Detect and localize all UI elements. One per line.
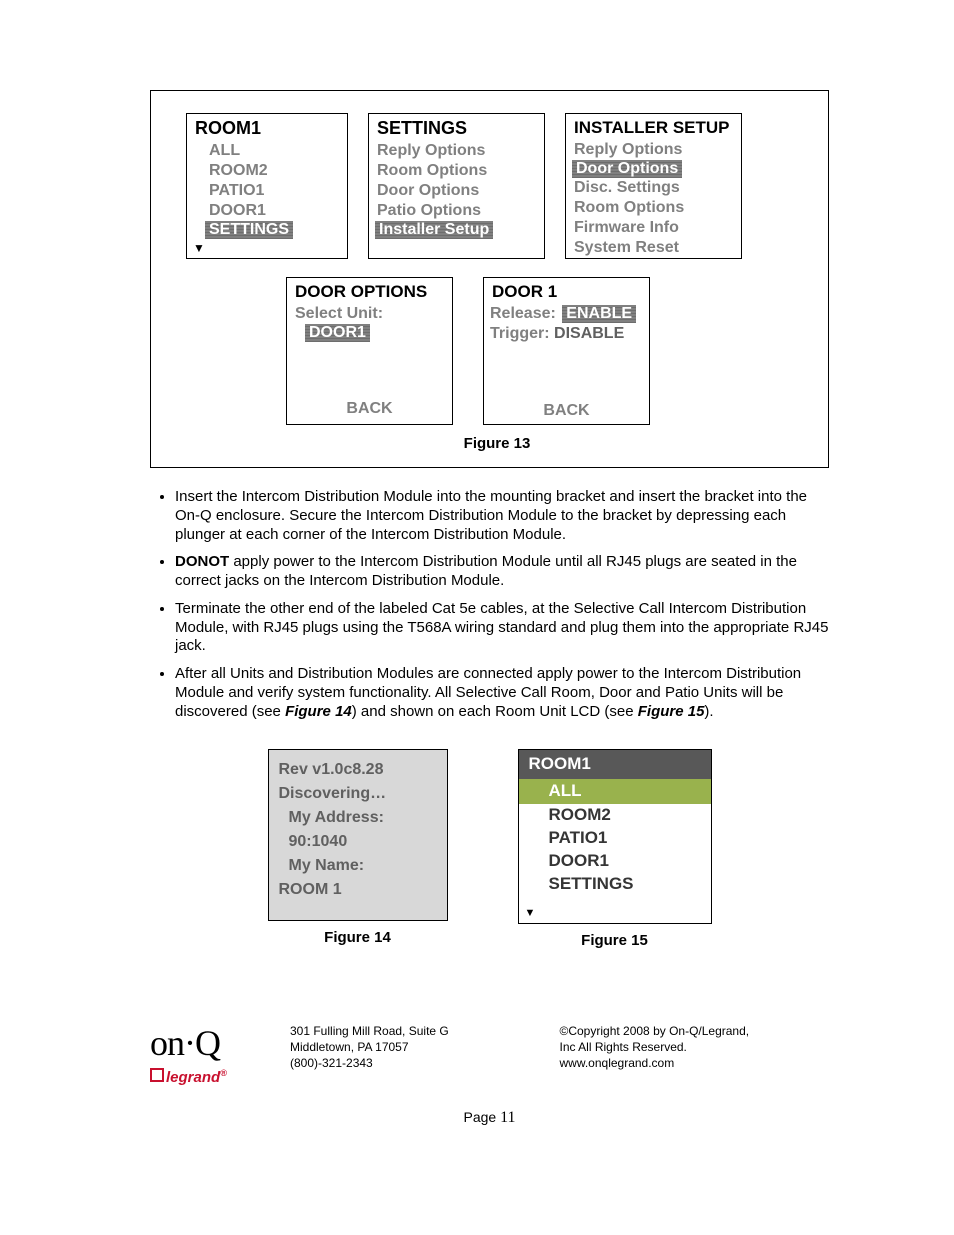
- screen-installer-title: INSTALLER SETUP: [566, 114, 741, 140]
- installer-item-firmware: Firmware Info: [566, 218, 741, 238]
- footer-addr1: 301 Fulling Mill Road, Suite G: [290, 1023, 560, 1039]
- bullet-2-donot: DONOT: [175, 553, 229, 570]
- footer-url: www.onqlegrand.com: [560, 1055, 830, 1071]
- screen-room1-title: ROOM1: [187, 114, 347, 141]
- figure-13-caption: Figure 13: [186, 435, 808, 452]
- room1-item-all: ALL: [187, 141, 347, 161]
- screen-settings: SETTINGS Reply Options Room Options Door…: [368, 113, 545, 259]
- screen-door-options: DOOR OPTIONS Select Unit: DOOR1 BACK: [286, 277, 453, 425]
- installer-item-door-selected: Door Options: [572, 160, 682, 178]
- door1-title: DOOR 1: [484, 278, 649, 304]
- figure-14-box: Rev v1.0c8.28 Discovering… My Address: 9…: [268, 749, 448, 921]
- footer-copy1: ©Copyright 2008 by On-Q/Legrand,: [560, 1023, 830, 1039]
- instruction-list: Insert the Intercom Distribution Module …: [150, 488, 829, 721]
- footer-copy2: Inc All Rights Reserved.: [560, 1039, 830, 1055]
- fig15-settings: SETTINGS: [519, 873, 711, 896]
- figure-15: ROOM1 ALL ROOM2 PATIO1 DOOR1 SETTINGS ▼ …: [518, 749, 712, 948]
- figure-14-caption: Figure 14: [268, 929, 448, 946]
- door-options-door1-selected: DOOR1: [305, 324, 370, 342]
- door1-release-row: Release: ENABLE: [484, 304, 649, 324]
- figure-15-caption: Figure 15: [518, 932, 712, 949]
- door1-trigger-label: Trigger:: [490, 325, 550, 342]
- screen-settings-title: SETTINGS: [369, 114, 544, 141]
- room1-item-room2: ROOM2: [187, 161, 347, 181]
- fig15-scroll-down-icon: ▼: [519, 896, 711, 923]
- door-options-select-unit: Select Unit:: [287, 304, 452, 324]
- screen-installer: INSTALLER SETUP Reply Options Door Optio…: [565, 113, 742, 259]
- footer-address: 301 Fulling Mill Road, Suite G Middletow…: [290, 1019, 560, 1072]
- room1-item-settings-selected: SETTINGS: [205, 221, 293, 239]
- footer-copyright: ©Copyright 2008 by On-Q/Legrand, Inc All…: [560, 1019, 830, 1072]
- page-label: Page: [464, 1109, 501, 1125]
- fig15-patio1: PATIO1: [519, 827, 711, 850]
- room1-item-patio1: PATIO1: [187, 181, 347, 201]
- installer-item-disc: Disc. Settings: [566, 178, 741, 198]
- room1-item-door1: DOOR1: [187, 201, 347, 221]
- settings-item-installer-selected: Installer Setup: [375, 221, 493, 239]
- figure-14: Rev v1.0c8.28 Discovering… My Address: 9…: [268, 749, 448, 948]
- bullet-4: After all Units and Distribution Modules…: [175, 665, 829, 721]
- figure-15-box: ROOM1 ALL ROOM2 PATIO1 DOOR1 SETTINGS ▼: [518, 749, 712, 923]
- door1-release-value: ENABLE: [562, 305, 636, 323]
- door1-back: BACK: [484, 344, 649, 424]
- bullet-3: Terminate the other end of the labeled C…: [175, 600, 829, 656]
- bullet-4-fig14-ref: Figure 14: [285, 703, 352, 720]
- bullet-2-rest: apply power to the Intercom Distribution…: [175, 553, 797, 589]
- bullet-4-fig15-ref: Figure 15: [638, 703, 705, 720]
- screen-room1: ROOM1 ALL ROOM2 PATIO1 DOOR1 SETTINGS ▼: [186, 113, 348, 259]
- fig15-door1: DOOR1: [519, 850, 711, 873]
- settings-item-room: Room Options: [369, 161, 544, 181]
- installer-item-room: Room Options: [566, 198, 741, 218]
- settings-item-door: Door Options: [369, 181, 544, 201]
- fig14-myaddr: 90:1040: [279, 830, 437, 854]
- fig14-myname-label: My Name:: [279, 854, 437, 878]
- door1-release-label: Release:: [490, 305, 556, 322]
- onq-legrand-logo: on·Q legrand®: [150, 1019, 290, 1089]
- installer-item-reply: Reply Options: [566, 140, 741, 160]
- footer-addr2: Middletown, PA 17057: [290, 1039, 560, 1055]
- bullet-4-mid: ) and shown on each Room Unit LCD (see: [352, 703, 638, 720]
- settings-item-patio: Patio Options: [369, 201, 544, 221]
- bullet-1: Insert the Intercom Distribution Module …: [175, 488, 829, 544]
- page-number: Page 11: [150, 1109, 829, 1127]
- fig15-room2: ROOM2: [519, 804, 711, 827]
- bullet-4-post: ).: [704, 703, 713, 720]
- door1-trigger-row: Trigger: DISABLE: [484, 324, 649, 344]
- door1-trigger-value: DISABLE: [554, 325, 624, 342]
- screen-door1: DOOR 1 Release: ENABLE Trigger: DISABLE …: [483, 277, 650, 425]
- installer-item-reset: System Reset: [566, 238, 741, 258]
- fig14-rev: Rev v1.0c8.28: [279, 758, 437, 782]
- fig15-all-selected: ALL: [519, 779, 711, 804]
- fig14-myaddr-label: My Address:: [279, 806, 437, 830]
- fig14-myname: ROOM 1: [279, 878, 437, 902]
- settings-item-reply: Reply Options: [369, 141, 544, 161]
- bullet-2: DONOT apply power to the Intercom Distri…: [175, 553, 829, 591]
- scroll-down-icon: ▼: [187, 239, 347, 255]
- page-num-value: 11: [500, 1109, 515, 1126]
- figure-13-container: ROOM1 ALL ROOM2 PATIO1 DOOR1 SETTINGS ▼ …: [150, 90, 829, 468]
- fig14-discovering: Discovering…: [279, 782, 437, 806]
- fig15-header: ROOM1: [519, 750, 711, 779]
- footer-phone: (800)-321-2343: [290, 1055, 560, 1071]
- door-options-back: BACK: [287, 342, 452, 422]
- door-options-title: DOOR OPTIONS: [287, 278, 452, 304]
- page-footer: on·Q legrand® 301 Fulling Mill Road, Sui…: [150, 1019, 829, 1089]
